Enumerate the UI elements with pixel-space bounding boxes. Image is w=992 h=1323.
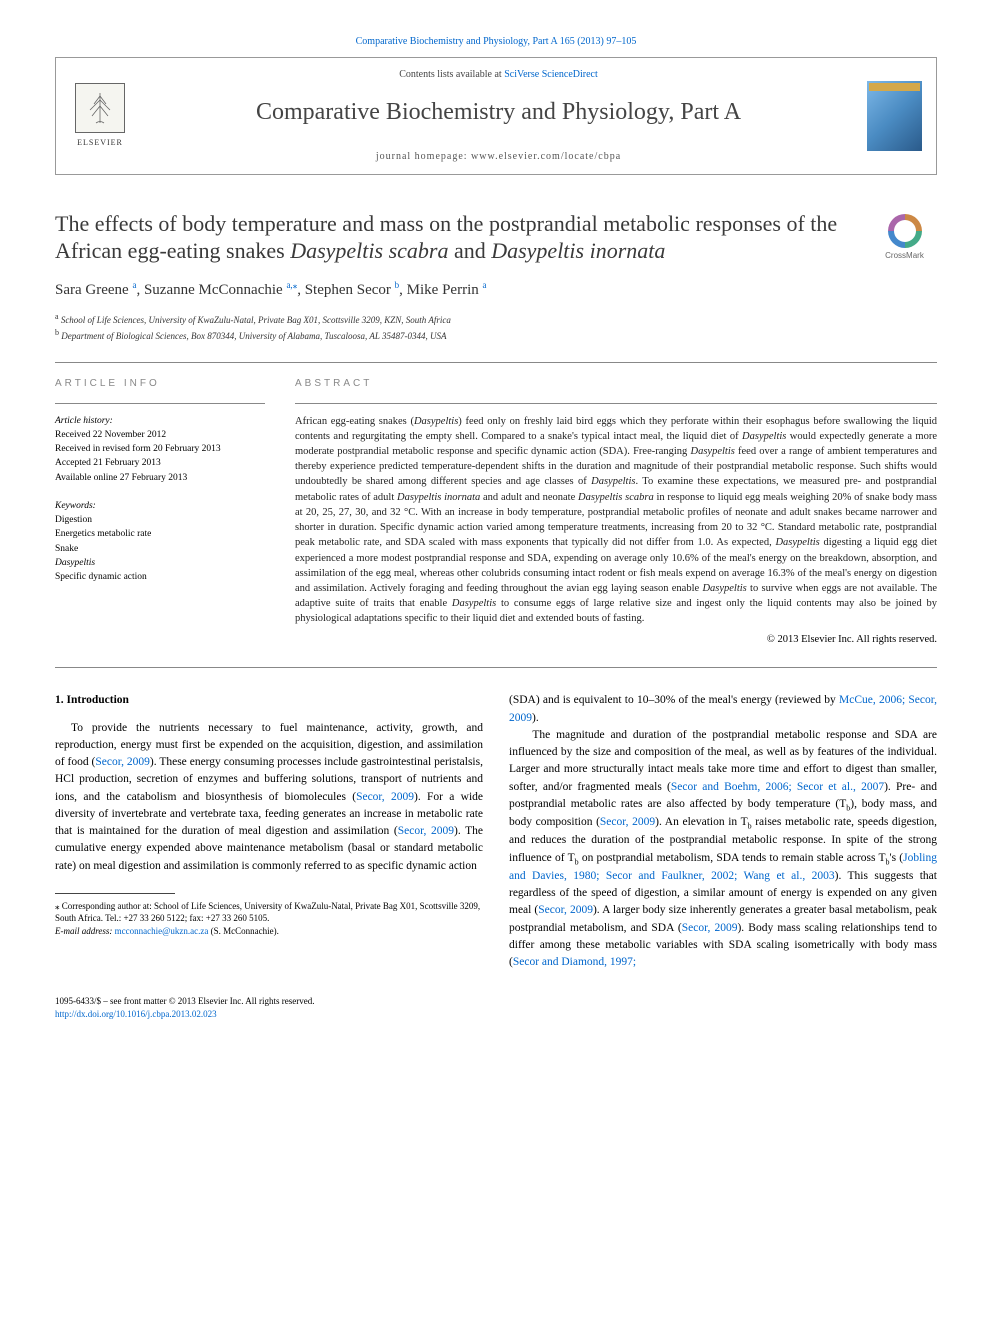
footnote-rule bbox=[55, 893, 175, 894]
keyword-3: Snake bbox=[55, 542, 265, 556]
intro-para-right: (SDA) and is equivalent to 10–30% of the… bbox=[509, 692, 937, 971]
history-revised: Received in revised form 20 February 201… bbox=[55, 442, 265, 456]
title-species-1: Dasypeltis scabra bbox=[290, 238, 448, 263]
article-info-label: ARTICLE INFO bbox=[55, 377, 265, 391]
title-species-2: Dasypeltis inornata bbox=[491, 238, 665, 263]
keyword-4: Dasypeltis bbox=[55, 558, 95, 568]
history-received: Received 22 November 2012 bbox=[55, 428, 265, 442]
corresponding-mark: ⁎ bbox=[293, 280, 298, 290]
body-column-left: 1. Introduction To provide the nutrients… bbox=[55, 692, 483, 971]
article-info-column: ARTICLE INFO Article history: Received 2… bbox=[55, 377, 265, 648]
email-attribution: (S. McConnachie). bbox=[211, 926, 279, 936]
running-header: Comparative Biochemistry and Physiology,… bbox=[55, 35, 937, 49]
affiliation-a: School of Life Sciences, University of K… bbox=[61, 315, 451, 325]
issn-line: 1095-6433/$ – see front matter © 2013 El… bbox=[55, 995, 315, 1008]
elsevier-tree-icon bbox=[75, 83, 125, 133]
abstract-copyright: © 2013 Elsevier Inc. All rights reserved… bbox=[295, 633, 937, 648]
affiliation-b: Department of Biological Sciences, Box 8… bbox=[61, 331, 446, 341]
title-text-2: and bbox=[448, 238, 491, 263]
corresponding-email[interactable]: mcconnachie@ukzn.ac.za bbox=[115, 926, 209, 936]
history-heading: Article history: bbox=[55, 414, 265, 428]
crossmark-label: CrossMark bbox=[872, 250, 937, 261]
sciencedirect-link[interactable]: SciVerse ScienceDirect bbox=[504, 69, 598, 80]
article-history: Article history: Received 22 November 20… bbox=[55, 414, 265, 485]
intro-para-left: To provide the nutrients necessary to fu… bbox=[55, 720, 483, 875]
abstract-divider bbox=[295, 403, 937, 404]
author-4-aff: a bbox=[483, 280, 487, 290]
article-title: The effects of body temperature and mass… bbox=[55, 210, 857, 265]
author-4: Mike Perrin bbox=[407, 282, 479, 298]
journal-masthead: ELSEVIER Contents lists available at Sci… bbox=[55, 57, 937, 175]
keyword-5: Specific dynamic action bbox=[55, 570, 265, 584]
contents-line: Contents lists available at SciVerse Sci… bbox=[150, 68, 847, 82]
keyword-1: Digestion bbox=[55, 513, 265, 527]
keywords-heading: Keywords: bbox=[55, 499, 265, 513]
email-label: E-mail address: bbox=[55, 926, 112, 936]
keywords-block: Keywords: Digestion Energetics metabolic… bbox=[55, 499, 265, 585]
info-divider bbox=[55, 403, 265, 404]
journal-name: Comparative Biochemistry and Physiology,… bbox=[150, 96, 847, 130]
affiliations: a School of Life Sciences, University of… bbox=[55, 311, 857, 344]
crossmark-badge[interactable]: CrossMark bbox=[872, 214, 937, 261]
abstract-label: ABSTRACT bbox=[295, 377, 937, 391]
history-accepted: Accepted 21 February 2013 bbox=[55, 456, 265, 470]
journal-homepage-line: journal homepage: www.elsevier.com/locat… bbox=[150, 150, 847, 164]
footnotes: ⁎ Corresponding author at: School of Lif… bbox=[55, 900, 483, 938]
homepage-url[interactable]: www.elsevier.com/locate/cbpa bbox=[471, 151, 621, 162]
contents-text: Contents lists available at bbox=[399, 69, 504, 80]
authors-line: Sara Greene a, Suzanne McConnachie a,⁎, … bbox=[55, 279, 857, 301]
history-online: Available online 27 February 2013 bbox=[55, 471, 265, 485]
body-column-right: (SDA) and is equivalent to 10–30% of the… bbox=[509, 692, 937, 971]
elsevier-logo: ELSEVIER bbox=[70, 81, 130, 151]
crossmark-icon bbox=[888, 214, 922, 248]
author-3-aff: b bbox=[395, 280, 400, 290]
elsevier-name: ELSEVIER bbox=[77, 137, 123, 148]
author-2: Suzanne McConnachie bbox=[144, 282, 283, 298]
homepage-label: journal homepage: bbox=[376, 151, 471, 162]
page-footer: 1095-6433/$ – see front matter © 2013 El… bbox=[55, 989, 937, 1020]
author-3: Stephen Secor bbox=[305, 282, 391, 298]
author-1: Sara Greene bbox=[55, 282, 129, 298]
abstract-text: African egg-eating snakes (Dasypeltis) f… bbox=[295, 414, 937, 627]
keyword-2: Energetics metabolic rate bbox=[55, 527, 265, 541]
corresponding-footnote: ⁎ Corresponding author at: School of Lif… bbox=[55, 900, 483, 925]
abstract-column: ABSTRACT African egg-eating snakes (Dasy… bbox=[295, 377, 937, 648]
author-1-aff: a bbox=[132, 280, 136, 290]
intro-heading: 1. Introduction bbox=[55, 692, 483, 709]
doi-link[interactable]: http://dx.doi.org/10.1016/j.cbpa.2013.02… bbox=[55, 1008, 315, 1021]
journal-cover-thumb bbox=[867, 81, 922, 151]
